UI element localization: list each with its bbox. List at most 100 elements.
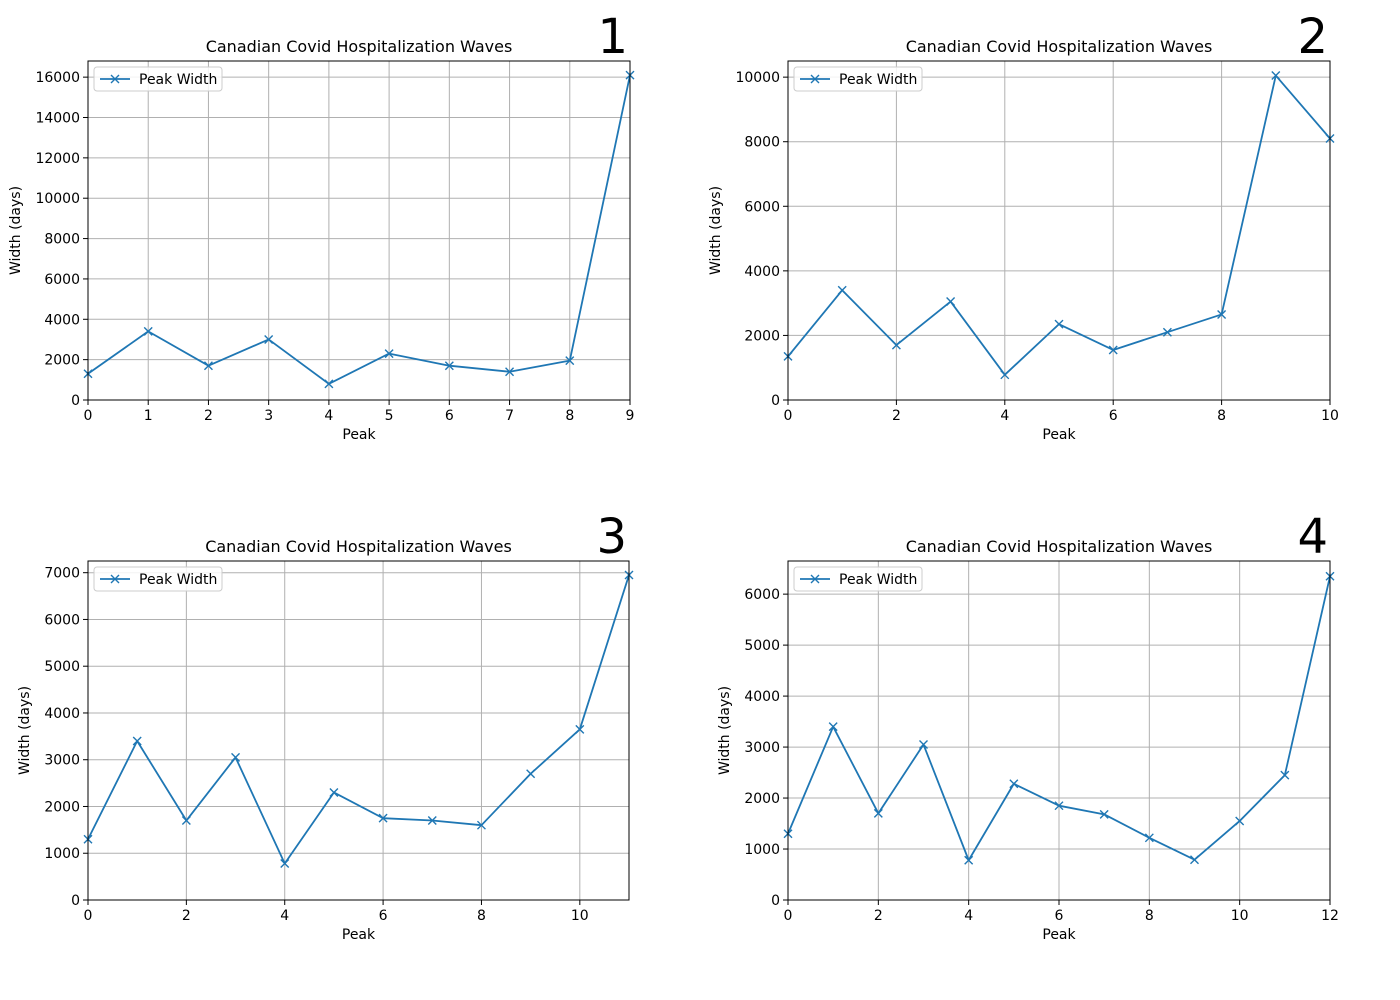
chart-title: Canadian Covid Hospitalization Waves [906,537,1213,556]
y-tick-label: 6000 [44,612,80,628]
chart-panel-1: 0 1 2 3 4 5 6 7 8 9 0 2000 4000 6000 8000 10000 12000 140… [8,9,635,443]
y-axis-label: Width (days) [8,186,24,275]
y-tick-label: 2000 [44,799,80,815]
x-tick-label: 8 [1145,908,1154,924]
data-point-marker [476,820,486,830]
x-tick-label: 3 [264,408,273,424]
plot-frame [787,60,1331,401]
y-tick-label: 2000 [44,353,80,369]
data-point-marker [1099,809,1109,819]
series-peak-width [788,74,1330,376]
y-tick-label: 3000 [744,740,780,756]
y-tick-label: 1000 [44,846,80,862]
legend: Peak Width [93,566,223,592]
data-point-marker [891,340,901,350]
data-point-marker [203,361,213,371]
x-axis-label: Peak [1042,427,1076,443]
chart-panel-2: 0 2 4 6 8 10 0 2000 4000 6000 8000 10000 Canadian Co… [708,9,1339,443]
data-point-marker [231,752,241,762]
y-axis-label: Width (days) [708,186,724,275]
x-tick-label: 7 [505,408,514,424]
legend-box [793,566,923,592]
x-tick-label: 8 [1217,408,1226,424]
data-point-marker [837,285,847,295]
data-point-marker [384,349,394,359]
x-tick-label: 10 [571,908,589,924]
x-tick-label: 12 [1321,908,1339,924]
x-tick-label: 4 [324,408,333,424]
series-peak-width [88,74,630,385]
y-tick-label: 1000 [744,842,780,858]
series-line [88,74,630,385]
data-point-marker [964,855,974,865]
data-point-marker [132,736,142,746]
chart-title: Canadian Covid Hospitalization Waves [206,37,513,56]
data-point-marker [505,367,515,377]
x-tick-label: 10 [1231,908,1249,924]
x-tick-label: 6 [445,408,454,424]
data-point-marker [1190,855,1199,865]
x-tick-label: 0 [784,908,793,924]
x-tick-label: 5 [385,408,394,424]
x-tick-label: 6 [1055,908,1064,924]
y-tick-label: 0 [771,393,780,409]
chart-panel-4: 0 2 4 6 8 10 12 0 1000 2000 3000 4000 5000 6000 Canadi… [717,509,1339,943]
series-markers [783,571,1335,865]
panel-number: 1 [597,9,628,65]
data-point-marker [1000,370,1010,380]
x-tick-label: 10 [1321,408,1339,424]
data-point-marker [1054,801,1064,811]
data-point-marker [143,326,153,336]
data-point-marker [1162,327,1172,337]
x-tick-label: 0 [784,408,793,424]
series-peak-width [88,574,629,865]
legend-label: Peak Width [139,572,217,588]
x-tick-label: 2 [892,408,901,424]
data-point-marker [1271,71,1281,81]
legend-marker [810,574,820,584]
x-tick-label: 8 [477,908,486,924]
data-point-marker [1054,319,1064,329]
x-tick-label: 8 [565,408,574,424]
y-tick-label: 16000 [35,70,80,86]
legend: Peak Width [93,66,223,92]
plot-frame [87,560,630,901]
y-tick-label: 7000 [44,566,80,582]
x-tick-label: 0 [84,408,93,424]
legend-box [93,566,223,592]
data-point-marker [378,813,388,823]
y-tick-label: 4000 [44,706,80,722]
data-point-marker [444,361,454,371]
y-tick-label: 0 [71,893,80,909]
y-tick-label: 14000 [35,111,80,127]
plot-frame [787,560,1331,901]
y-tick-label: 8000 [44,232,80,248]
x-axis-label: Peak [1042,927,1076,943]
data-point-marker [1009,779,1019,789]
y-tick-label: 10000 [35,191,80,207]
data-point-marker [329,787,339,797]
chart-title: Canadian Covid Hospitalization Waves [205,537,512,556]
x-tick-label: 2 [874,908,883,924]
panel-number: 2 [1297,9,1328,65]
panel-number: 3 [596,509,627,565]
legend-box [93,66,223,92]
data-point-marker [264,334,274,344]
y-tick-label: 4000 [744,689,780,705]
data-point-marker [427,816,437,826]
legend-label: Peak Width [839,572,917,588]
data-point-marker [324,379,334,389]
y-tick-label: 10000 [735,70,780,86]
x-axis-label: Peak [342,427,376,443]
y-tick-label: 0 [771,893,780,909]
y-tick-label: 8000 [744,135,780,151]
x-axis-label: Peak [342,927,376,943]
data-point-marker [181,816,191,826]
legend-marker [110,74,120,84]
legend: Peak Width [793,566,923,592]
x-tick-label: 4 [1000,408,1009,424]
y-tick-label: 6000 [744,199,780,215]
x-tick-label: 6 [1109,408,1118,424]
data-point-marker [1108,345,1118,355]
